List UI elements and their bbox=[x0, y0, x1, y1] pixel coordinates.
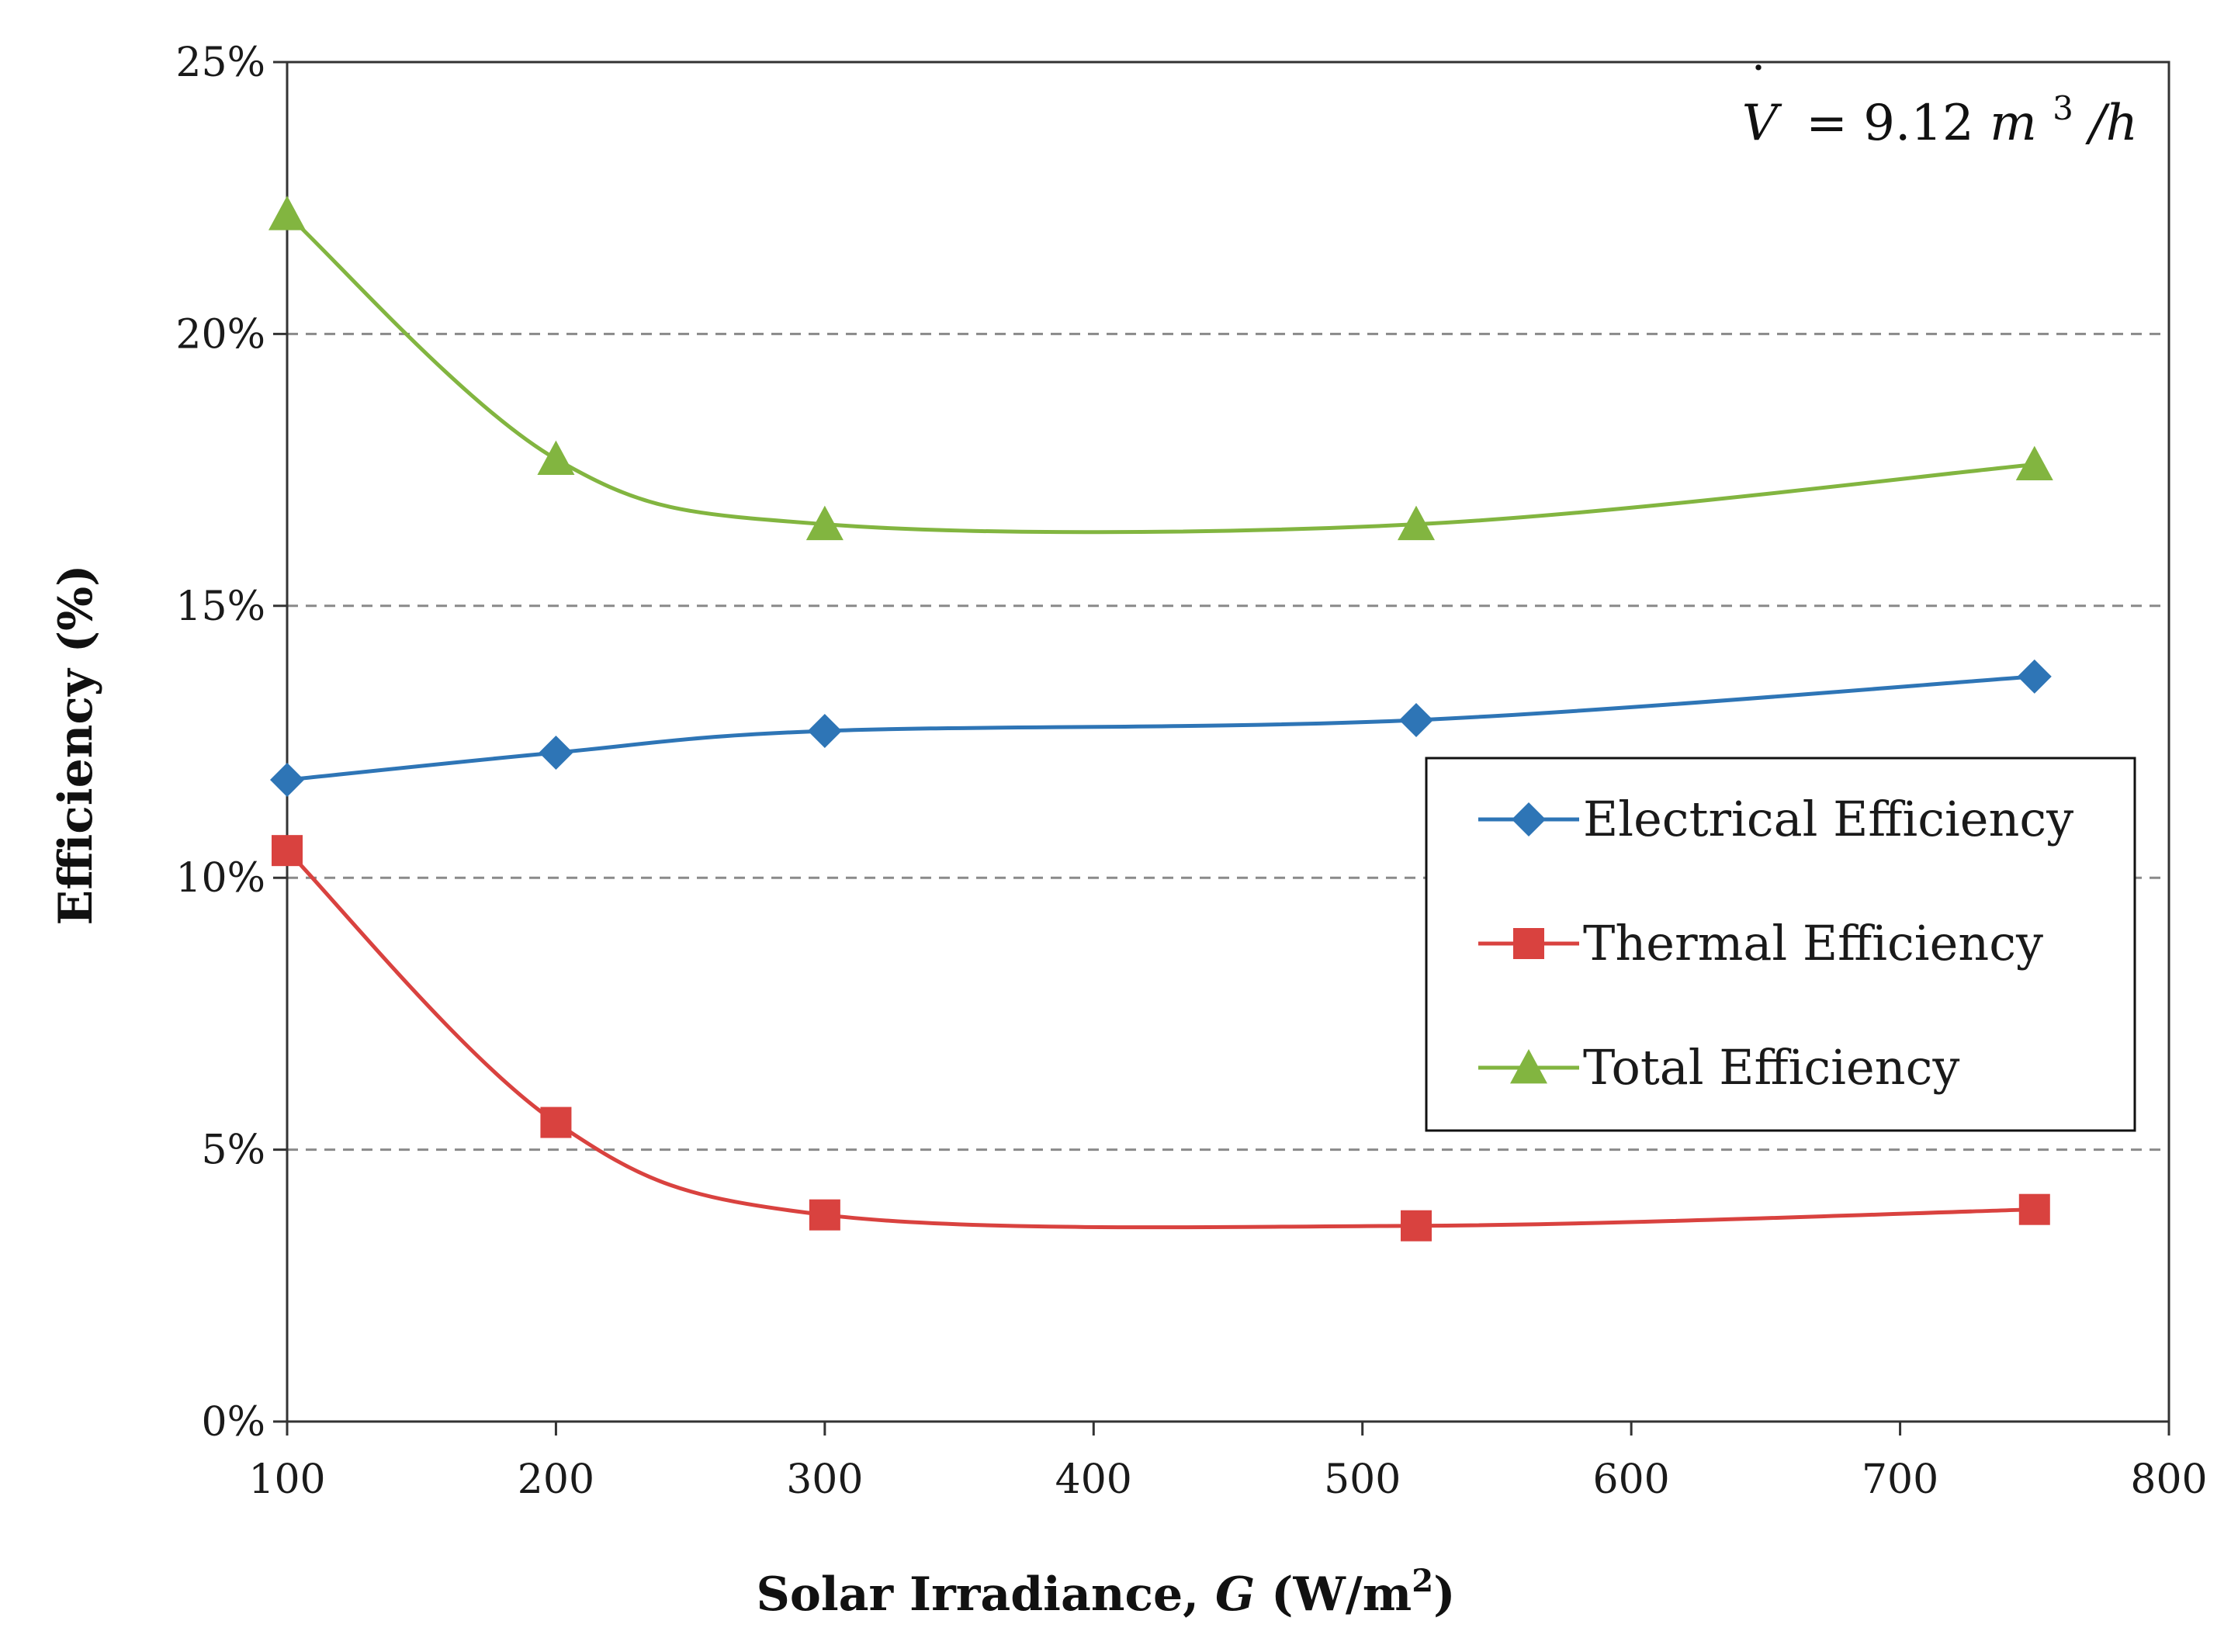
x-tick-label-0: 100 bbox=[248, 1456, 325, 1503]
x-tick-label-6: 700 bbox=[1862, 1456, 1938, 1503]
series-line-0 bbox=[286, 674, 2035, 782]
flow-rate-annotation: V = 9.12 m 3 /h bbox=[1742, 74, 2138, 152]
y-tick-label-2: 10% bbox=[175, 855, 265, 902]
data-point-2-0 bbox=[268, 196, 306, 230]
legend: Electrical Efficiency Thermal Efficiency T… bbox=[1425, 757, 2136, 1132]
data-point-1-3 bbox=[1401, 1210, 1432, 1242]
data-point-0-0 bbox=[270, 763, 304, 798]
plot-area-frame bbox=[286, 61, 2170, 1423]
annotation-unit-m: m bbox=[1990, 95, 2037, 152]
x-axis-title-unit: (W/m bbox=[1255, 1567, 1412, 1622]
legend-label-0: Electrical Efficiency bbox=[1583, 791, 2073, 847]
series-total-efficiency bbox=[268, 196, 2053, 541]
x-axis-title-var: G bbox=[1215, 1567, 1255, 1622]
y-tick-label-1: 5% bbox=[202, 1127, 266, 1174]
legend-item-2: Total Efficiency bbox=[1478, 1039, 1959, 1096]
annotation-dot: ˙ bbox=[1746, 57, 1771, 115]
legend-item-0: Electrical Efficiency bbox=[1478, 791, 2073, 847]
series-thermal-efficiency bbox=[272, 835, 2050, 1242]
data-point-2-2 bbox=[805, 505, 844, 541]
x-axis-title: Solar Irradiance, G (W/m2) bbox=[757, 1563, 1456, 1622]
legend-label-1: Thermal Efficiency bbox=[1583, 915, 2043, 971]
legend-marker-2 bbox=[1510, 1049, 1547, 1084]
x-tick-label-5: 600 bbox=[1593, 1456, 1670, 1503]
legend-marker-0 bbox=[1512, 802, 1546, 836]
x-axis-title-close: ) bbox=[1433, 1567, 1455, 1622]
x-tick-label-3: 400 bbox=[1055, 1456, 1132, 1503]
data-point-0-2 bbox=[807, 713, 842, 748]
data-point-1-0 bbox=[272, 835, 303, 867]
x-tick-label-1: 200 bbox=[518, 1456, 594, 1503]
x-axis-title-main: Solar Irradiance, bbox=[757, 1567, 1215, 1622]
data-point-0-1 bbox=[539, 736, 573, 771]
annotation-var: V bbox=[1742, 95, 1782, 152]
x-tick-label-4: 500 bbox=[1324, 1456, 1401, 1503]
x-axis-ticks: 100 200 300 400 500 600 700 800 bbox=[248, 1422, 2208, 1503]
x-axis-title-sup: 2 bbox=[1412, 1563, 1433, 1599]
series-layer bbox=[268, 196, 2053, 1242]
annotation-eq: = 9.12 bbox=[1806, 95, 1990, 152]
data-point-2-3 bbox=[1398, 505, 1435, 541]
annotation-sup: 3 bbox=[2053, 89, 2073, 127]
data-point-0-3 bbox=[1399, 702, 1433, 737]
y-tick-label-4: 20% bbox=[175, 311, 265, 358]
legend-item-1: Thermal Efficiency bbox=[1478, 915, 2043, 971]
legend-marker-1 bbox=[1513, 928, 1544, 959]
y-tick-label-3: 15% bbox=[175, 584, 265, 630]
data-point-1-4 bbox=[2018, 1193, 2050, 1225]
data-point-2-4 bbox=[2015, 445, 2053, 480]
series-line-2 bbox=[286, 213, 2035, 535]
legend-label-2: Total Efficiency bbox=[1583, 1039, 1959, 1096]
x-tick-label-2: 300 bbox=[786, 1456, 863, 1503]
data-point-0-4 bbox=[2017, 659, 2052, 694]
data-point-1-1 bbox=[540, 1107, 572, 1138]
y-axis-ticks: 0% 5% 10% 15% 20% 25% bbox=[175, 40, 287, 1446]
y-tick-label-0: 0% bbox=[202, 1399, 266, 1446]
y-axis-title: Efficiency (%) bbox=[49, 565, 103, 926]
data-point-1-2 bbox=[809, 1199, 840, 1231]
y-tick-label-5: 25% bbox=[175, 40, 265, 86]
x-tick-label-7: 800 bbox=[2130, 1456, 2207, 1503]
series-line-1 bbox=[286, 849, 2035, 1230]
data-point-2-1 bbox=[537, 440, 575, 475]
series-electrical-efficiency bbox=[270, 659, 2052, 798]
annotation-unit-h: /h bbox=[2084, 95, 2138, 152]
